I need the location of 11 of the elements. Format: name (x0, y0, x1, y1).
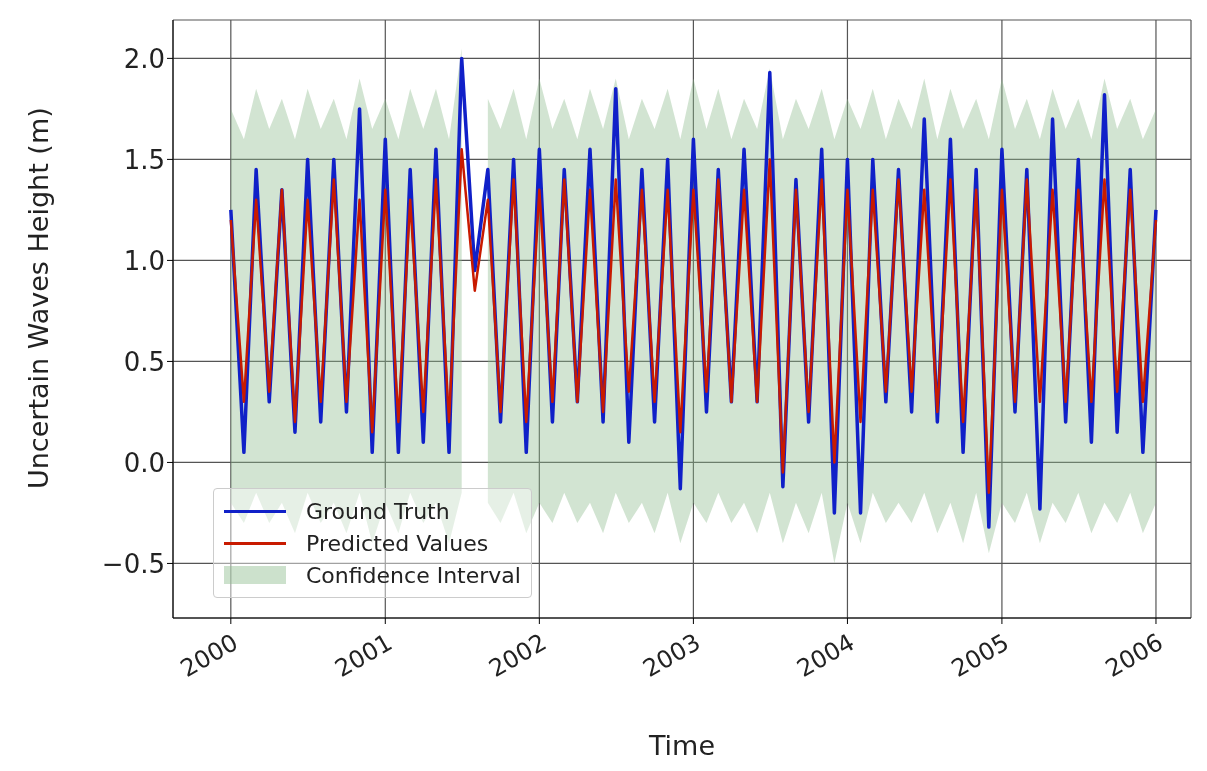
y-tick-label: 2.0 (123, 43, 165, 74)
annotation: Confidence Interval (306, 562, 521, 588)
y-axis-title: Uncertain Waves Height (m) (22, 107, 54, 489)
y-tick-label: 1.5 (123, 144, 165, 175)
legend-label: Predicted Values (306, 530, 489, 556)
y-tick-label: 0.0 (123, 447, 165, 478)
y-tick-label: 0.5 (123, 346, 165, 377)
y-tick-label: 1.0 (123, 245, 165, 276)
legend-label: Ground Truth (306, 498, 450, 524)
y-tick-label: −0.5 (101, 548, 165, 579)
x-axis-title: Time (647, 730, 716, 761)
